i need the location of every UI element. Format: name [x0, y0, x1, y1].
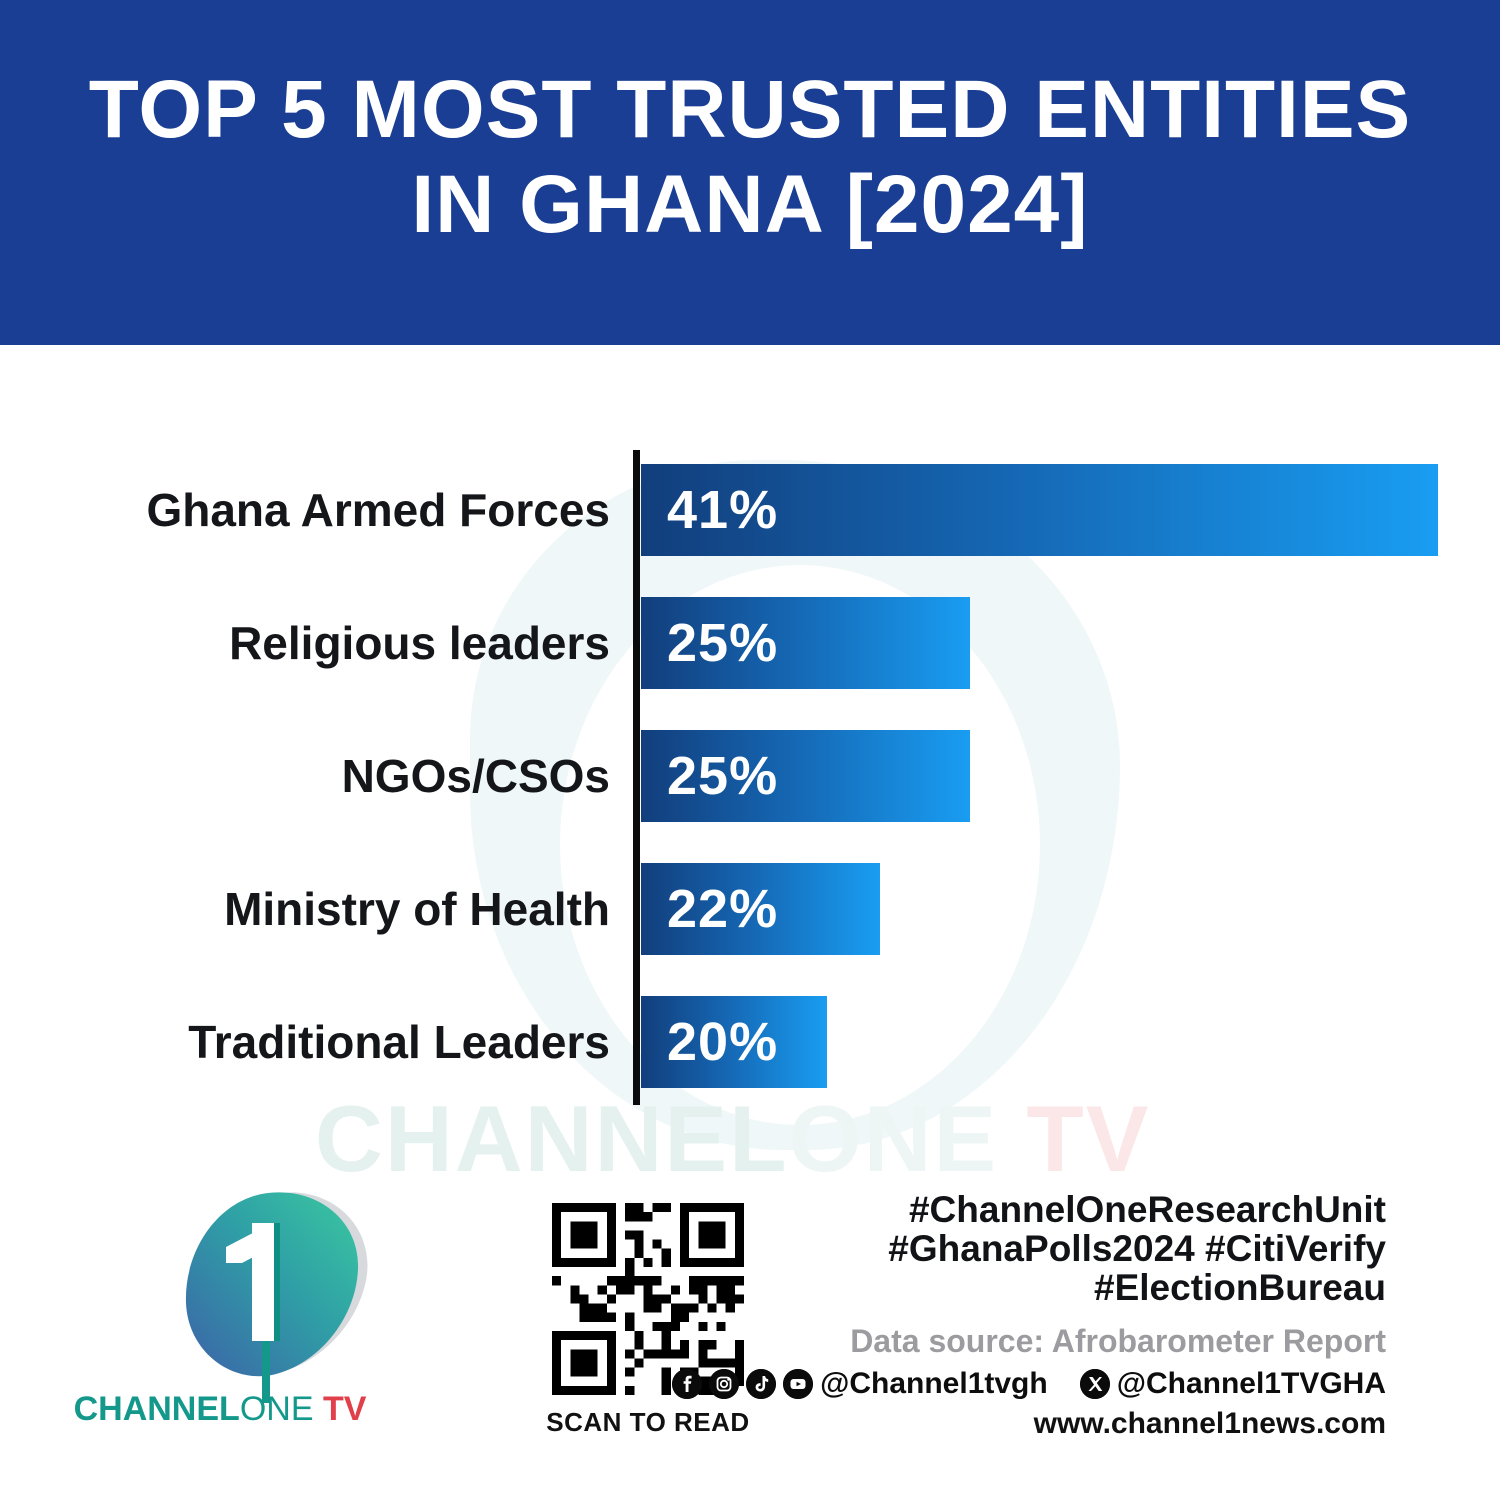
bar-value-label: 41%: [667, 480, 779, 540]
x-icon: [1079, 1369, 1110, 1399]
wordmark-tv: TV: [313, 1390, 367, 1428]
wordmark-channel: CHANNEL: [73, 1390, 240, 1428]
facebook-icon: [672, 1369, 703, 1399]
category-label: NGOs/CSOs: [341, 750, 610, 802]
bar: 25%: [641, 597, 970, 689]
social-row: @Channel1tvgh @Channel1TVGHA: [672, 1367, 1386, 1401]
logo-wordmark: CHANNELONE TV: [20, 1390, 420, 1429]
website-url: www.channel1news.com: [1033, 1407, 1386, 1440]
bar-row: Traditional Leaders 20%: [0, 996, 1500, 1088]
hashtag-line: #GhanaPolls2024 #CitiVerify: [888, 1228, 1386, 1270]
brand-watermark-text: CHANNELONE TV: [315, 1085, 1150, 1193]
watermark-one: ONE: [788, 1086, 999, 1191]
bar-row: Religious leaders 25%: [0, 597, 1500, 689]
bar-value-label: 25%: [667, 746, 779, 806]
watermark-channel: CHANNEL: [315, 1086, 789, 1191]
bar-value-label: 20%: [667, 1012, 779, 1072]
bar-row: Ministry of Health 22%: [0, 863, 1500, 955]
social-handle-x: @Channel1TVGHA: [1116, 1367, 1386, 1400]
watermark-tv: TV: [998, 1086, 1151, 1191]
category-label: Ghana Armed Forces: [146, 484, 610, 536]
bar-chart: Ghana Armed Forces 41% Religious leaders…: [0, 345, 1500, 1150]
category-label: Religious leaders: [229, 617, 610, 669]
page-title: TOP 5 MOST TRUSTED ENTITIES IN GHANA [20…: [0, 62, 1500, 252]
data-source: Data source: Afrobarometer Report: [850, 1323, 1386, 1359]
tiktok-icon: [746, 1369, 777, 1399]
footer: CHANNELONE TV SCAN TO READ #ChannelOneRe…: [0, 1145, 1500, 1500]
bar-value-label: 25%: [667, 613, 779, 673]
hashtags-block: #ChannelOneResearchUnit #GhanaPolls2024 …: [888, 1190, 1386, 1308]
wordmark-one: ONE: [239, 1390, 314, 1428]
instagram-icon: [709, 1369, 740, 1399]
category-label: Traditional Leaders: [188, 1016, 610, 1068]
social-handle-main: @Channel1tvgh: [820, 1367, 1048, 1400]
category-label: Ministry of Health: [224, 883, 610, 935]
qr-code: [552, 1203, 744, 1395]
bar-value-label: 22%: [667, 879, 779, 939]
title-line-2: IN GHANA [2024]: [411, 159, 1089, 251]
bar: 25%: [641, 730, 970, 822]
bar: 22%: [641, 863, 880, 955]
hashtag-line: #ChannelOneResearchUnit: [908, 1189, 1386, 1230]
channel-one-logo: [185, 1192, 368, 1403]
y-axis-line: [633, 450, 640, 1105]
qr-caption: SCAN TO READ: [546, 1407, 750, 1437]
hashtag-line: #ElectionBureau: [1094, 1267, 1386, 1309]
header-band: TOP 5 MOST TRUSTED ENTITIES IN GHANA [20…: [0, 0, 1500, 345]
bar-row: Ghana Armed Forces 41%: [0, 464, 1500, 556]
bar: 20%: [641, 996, 827, 1088]
bar: 41%: [641, 464, 1438, 556]
youtube-icon: [783, 1369, 814, 1399]
logo-numeral-1: [226, 1223, 280, 1403]
bar-row: NGOs/CSOs 25%: [0, 730, 1500, 822]
title-line-1: TOP 5 MOST TRUSTED ENTITIES: [88, 64, 1412, 155]
